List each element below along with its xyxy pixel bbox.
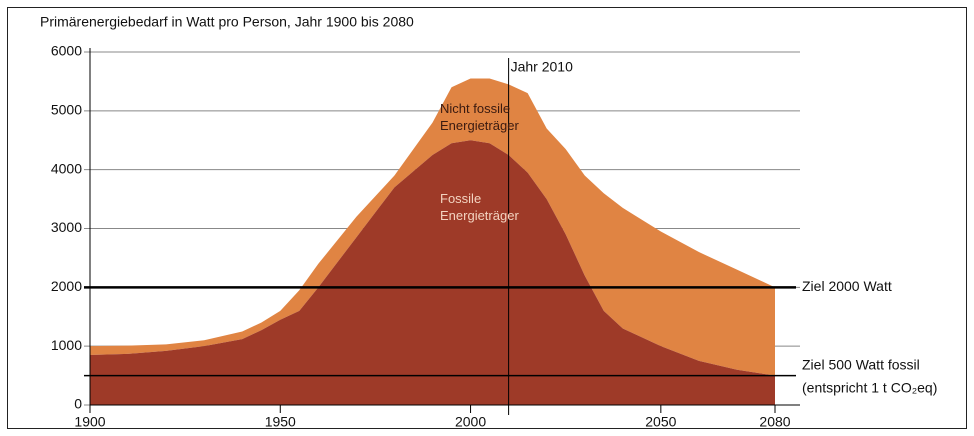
- chart-title: Primärenergiebedarf in Watt pro Person, …: [40, 14, 414, 30]
- y-tick-label: 2000: [51, 278, 82, 294]
- x-tick-label: 1950: [265, 414, 296, 430]
- area: [90, 78, 775, 376]
- x-tick-label: 2000: [455, 414, 486, 430]
- y-tick-label: 3000: [51, 219, 82, 235]
- reference-label: (entspricht 1 t CO₂eq): [802, 379, 937, 395]
- frame: [7, 7, 967, 429]
- y-tick-label: 1000: [51, 337, 82, 353]
- x-tick-label: 1900: [74, 414, 105, 430]
- y-tick-label: 0: [74, 396, 82, 412]
- reference-label: Ziel 500 Watt fossil: [802, 356, 920, 372]
- x-tick-label: 2050: [645, 414, 676, 430]
- area: [90, 140, 775, 405]
- y-tick-label: 5000: [51, 102, 82, 118]
- series-label: Fossile Energieträger: [440, 191, 519, 223]
- reference-label: Ziel 2000 Watt: [802, 278, 892, 294]
- reference-label: Jahr 2010: [511, 59, 573, 75]
- series-label: Nicht fossile Energieträger: [440, 101, 519, 133]
- y-tick-label: 4000: [51, 160, 82, 176]
- y-tick-label: 6000: [51, 43, 82, 59]
- x-tick-label: 2080: [759, 414, 790, 430]
